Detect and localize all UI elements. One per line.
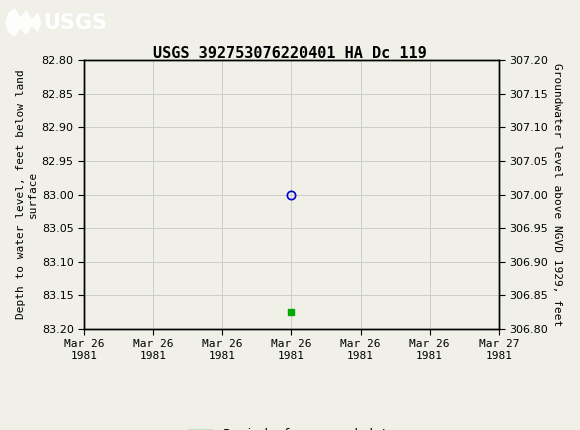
Y-axis label: Groundwater level above NGVD 1929, feet: Groundwater level above NGVD 1929, feet — [552, 63, 562, 326]
Text: USGS 392753076220401 HA Dc 119: USGS 392753076220401 HA Dc 119 — [153, 46, 427, 61]
Legend: Period of approved data: Period of approved data — [183, 423, 400, 430]
Text: USGS: USGS — [44, 12, 107, 33]
Y-axis label: Depth to water level, feet below land
surface: Depth to water level, feet below land su… — [16, 70, 38, 319]
Polygon shape — [6, 9, 41, 36]
